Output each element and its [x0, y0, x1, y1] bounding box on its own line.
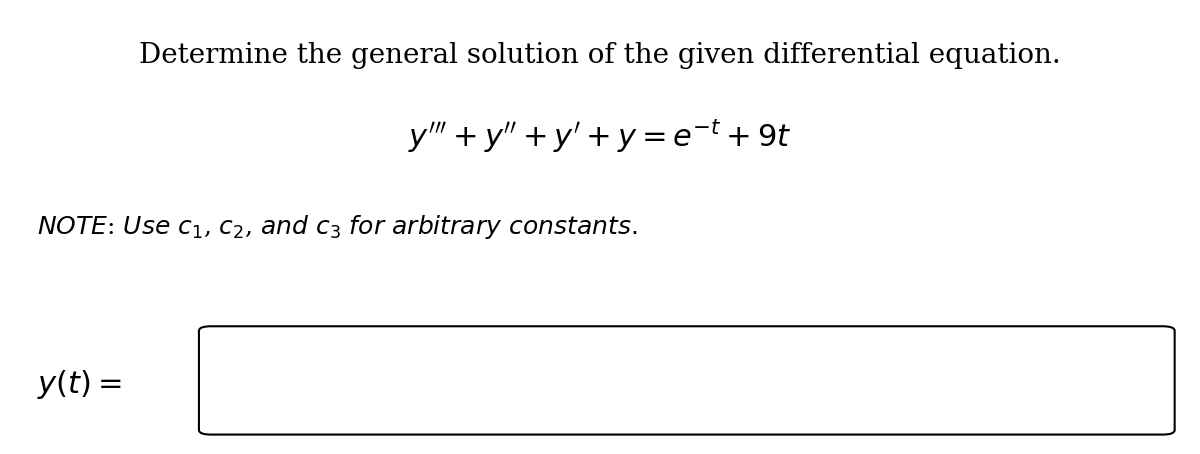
- FancyBboxPatch shape: [199, 326, 1175, 434]
- Text: $\mathit{NOTE}$: $\mathit{Use}$ $c_1$, $c_2$, $\mathit{and}$ $c_3$ $\mathit{for\: $\mathit{NOTE}$: $\mathit{Use}$ $c_1$, $…: [37, 213, 637, 241]
- Text: $y(t) =$: $y(t) =$: [37, 369, 122, 401]
- Text: $y''' + y'' + y' + y = e^{-t} + 9t$: $y''' + y'' + y' + y = e^{-t} + 9t$: [408, 118, 792, 155]
- Text: Determine the general solution of the given differential equation.: Determine the general solution of the gi…: [139, 42, 1061, 69]
